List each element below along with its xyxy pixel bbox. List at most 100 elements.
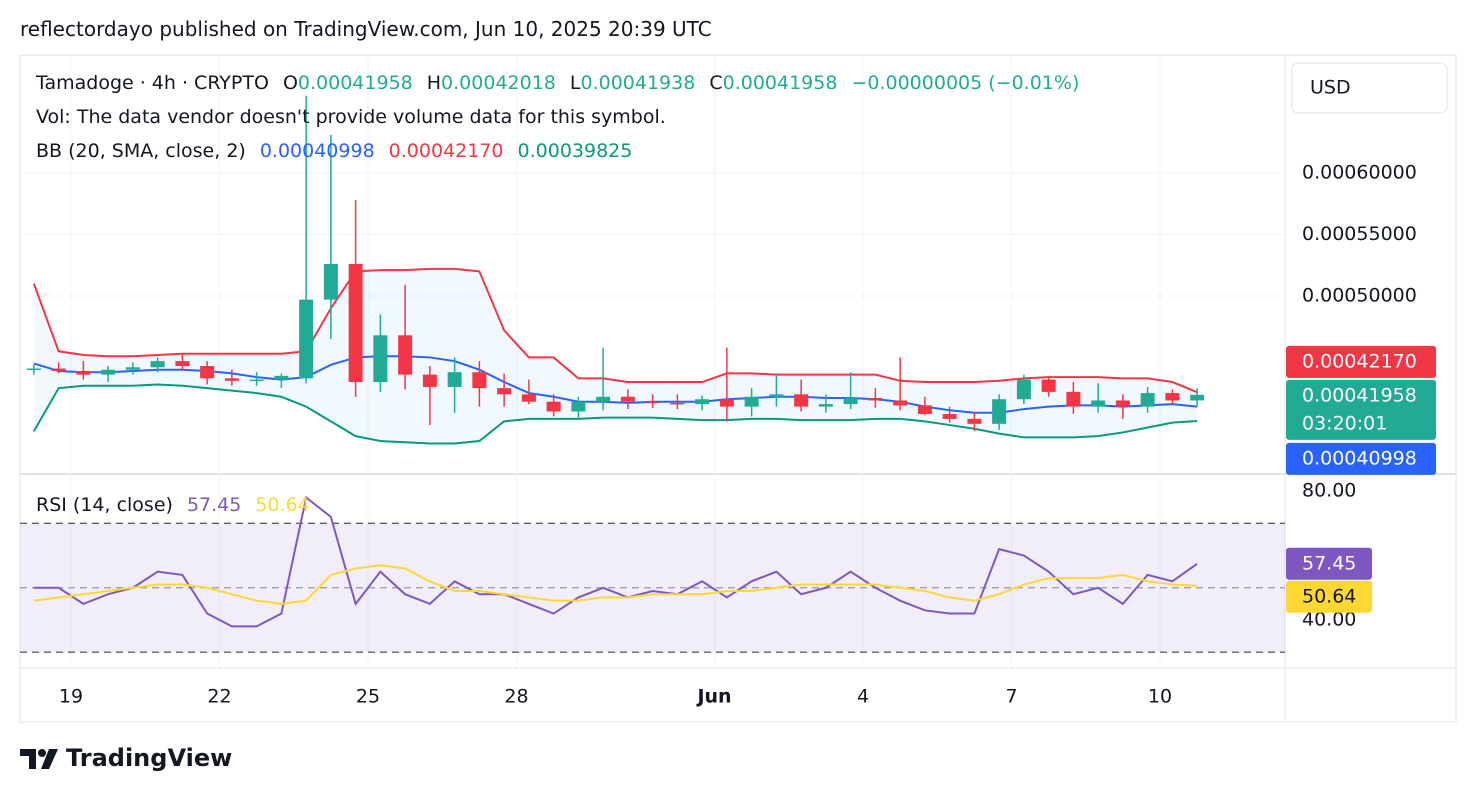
- y-tick-label: 0.00060000: [1302, 162, 1417, 184]
- currency-box[interactable]: [1291, 62, 1448, 114]
- candle-body: [224, 378, 239, 381]
- upper-band-badge: [1286, 345, 1436, 378]
- volume-note: Vol: The data vendor doesn't provide vol…: [36, 106, 666, 128]
- ohlc-key: O: [282, 72, 298, 94]
- candle-body: [868, 398, 883, 401]
- footer-brand: TradingView: [66, 744, 232, 772]
- ohlc-key: L: [569, 72, 581, 94]
- candle-body: [398, 335, 413, 375]
- symbol-title: Tamadoge · 4h · CRYPTO: [36, 72, 269, 94]
- candle-body: [695, 399, 710, 405]
- candle-body: [1041, 379, 1056, 392]
- candle-body: [472, 372, 487, 389]
- legend-row: BB (20, SMA, close, 2) 0.00040998 0.000421…: [36, 140, 646, 162]
- countdown: 03:20:01: [1302, 412, 1387, 434]
- ohlc-key: C: [709, 72, 723, 94]
- candle-body: [323, 264, 338, 300]
- candle-body: [497, 388, 512, 395]
- ohlc-value: 0.00041938: [580, 72, 696, 94]
- candle-body: [1165, 393, 1180, 401]
- candle-body: [1066, 391, 1081, 407]
- candle-body: [51, 368, 66, 371]
- rsi-line: [33, 564, 1198, 605]
- logo-mark: [20, 749, 36, 769]
- rsi-badge-label: 50.64: [1302, 585, 1356, 607]
- rsi-value: 50.64: [255, 494, 310, 516]
- candle-body: [150, 361, 165, 368]
- candle-body: [769, 394, 784, 397]
- x-tick-label: Jun: [695, 686, 731, 708]
- basis-label: 0.00040998: [1302, 447, 1417, 469]
- candle-body: [274, 375, 289, 380]
- x-tick-label: 25: [356, 686, 380, 708]
- candle-body: [373, 335, 388, 383]
- candle-body: [967, 418, 982, 424]
- rsi-value: 57.45: [186, 494, 242, 516]
- legend-row: RSI (14, close) 57.45 50.64: [36, 494, 324, 516]
- candle-body: [645, 401, 660, 404]
- candle-body: [1091, 400, 1106, 407]
- candle-body: [249, 379, 264, 382]
- band-line: [32, 267, 1198, 394]
- rsi-badge: [1286, 547, 1372, 580]
- candle-body: [125, 367, 140, 370]
- rsi-badge: [1286, 580, 1372, 613]
- indicator-name: BB (20, SMA, close, 2): [36, 140, 246, 162]
- candle-body: [596, 396, 611, 402]
- candle-body: [422, 374, 437, 387]
- x-tick-label: 28: [504, 686, 528, 708]
- rsi-line: [33, 495, 1198, 628]
- candle-body: [843, 398, 858, 405]
- x-tick-label: 4: [857, 686, 869, 708]
- candle-body: [1190, 394, 1205, 401]
- band-line: [33, 383, 1198, 445]
- candle-body: [521, 394, 536, 402]
- candle-body: [26, 368, 41, 370]
- candle-body: [200, 366, 215, 379]
- upper-band-label: 0.00042170: [1302, 350, 1417, 372]
- currency: USD: [1310, 77, 1351, 99]
- close-badge: [1286, 379, 1436, 440]
- candle-body: [447, 372, 462, 387]
- candle-body: [942, 413, 957, 419]
- change: −0.00000005 (−0.01%): [851, 72, 1080, 94]
- x-tick-label: 7: [1005, 686, 1017, 708]
- candle-body: [101, 369, 116, 375]
- chart-frame: [19, 54, 1457, 723]
- band-fill: [33, 268, 1198, 444]
- candle-body: [571, 401, 586, 412]
- candle-body: [1016, 379, 1031, 400]
- indicator-value: 0.00039825: [517, 140, 633, 162]
- rsi-tick-label: 80.00: [1302, 480, 1356, 502]
- candle-body: [893, 400, 908, 406]
- publish-header: reflectordayo published on TradingView.c…: [20, 17, 712, 41]
- ohlc-value: 0.00042018: [441, 72, 556, 94]
- y-tick-label: 0.00050000: [1302, 284, 1417, 306]
- ohlc-value: 0.00041958: [722, 72, 838, 94]
- logo-mark: [41, 749, 58, 769]
- candle-body: [76, 370, 91, 375]
- x-tick-label: 22: [207, 686, 231, 708]
- candle-body: [992, 399, 1007, 424]
- basis-badge: [1286, 442, 1436, 475]
- candle-body: [719, 399, 734, 407]
- candle-body: [1140, 393, 1155, 407]
- candle-body: [546, 401, 561, 412]
- logo: [20, 749, 58, 769]
- candle-body: [670, 402, 685, 405]
- candle-body: [794, 394, 809, 407]
- candle-body: [818, 404, 833, 407]
- legend-row: Tamadoge · 4h · CRYPTO O0.00041958 H0.0004…: [36, 72, 1079, 94]
- y-tick-label: 0.00055000: [1302, 223, 1417, 245]
- candle-body: [175, 361, 190, 367]
- rsi-badge-label: 57.45: [1302, 552, 1356, 574]
- ohlc-key: H: [426, 72, 442, 94]
- candle-body: [744, 396, 759, 407]
- candle-body: [620, 396, 635, 402]
- candle-body: [299, 299, 314, 379]
- rsi-tick-label: 40.00: [1302, 608, 1356, 630]
- logo-dot: [38, 749, 46, 757]
- x-tick-label: 19: [59, 686, 83, 708]
- x-tick-label: 10: [1148, 686, 1172, 708]
